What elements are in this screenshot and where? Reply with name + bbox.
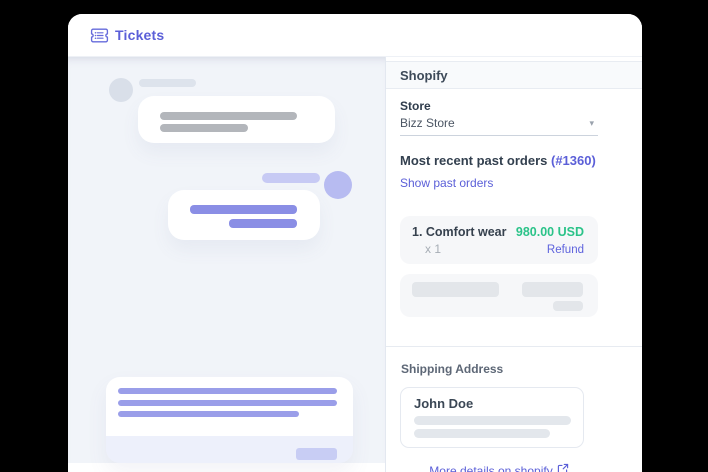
skeleton-line xyxy=(160,124,248,132)
store-select[interactable]: Bizz Store ▾ xyxy=(400,116,598,136)
chat-pane xyxy=(68,57,385,472)
skeleton-bar xyxy=(522,282,583,297)
customer-avatar xyxy=(109,78,133,102)
store-label: Store xyxy=(400,99,431,113)
tickets-tab-label[interactable]: Tickets xyxy=(115,27,165,43)
skeleton-customer-name xyxy=(139,79,196,87)
chat-surface xyxy=(68,57,385,463)
shipping-address-card: John Doe xyxy=(400,387,584,448)
skeleton-line xyxy=(118,388,337,394)
show-past-orders-link[interactable]: Show past orders xyxy=(400,176,494,190)
shipping-address-heading: Shipping Address xyxy=(401,362,504,376)
skeleton-bar xyxy=(553,301,583,311)
send-button-placeholder xyxy=(296,448,337,460)
skeleton-line xyxy=(118,411,299,417)
skeleton-line xyxy=(190,205,297,214)
skeleton-address-line xyxy=(414,416,571,425)
order-item-skeleton-card xyxy=(400,274,598,317)
composer-toolbar xyxy=(106,436,353,463)
skeleton-agent-name xyxy=(262,173,320,183)
shopify-panel: Shopify Store Bizz Store ▾ Most recent p… xyxy=(385,57,642,472)
order-number: (#1360) xyxy=(551,153,596,168)
external-link-icon xyxy=(557,463,569,472)
incoming-message-bubble xyxy=(138,96,335,143)
section-divider xyxy=(386,346,642,347)
ticket-icon xyxy=(90,26,109,45)
skeleton-line xyxy=(229,219,297,228)
skeleton-line xyxy=(118,400,337,406)
skeleton-bar xyxy=(412,282,499,297)
store-select-value: Bizz Store xyxy=(400,116,455,130)
reply-composer xyxy=(106,377,353,463)
order-item-card[interactable]: 1. Comfort wear 980.00 USD x 1 Refund xyxy=(400,216,598,264)
shopify-panel-title: Shopify xyxy=(386,61,642,89)
skeleton-line xyxy=(160,112,297,120)
shipping-name: John Doe xyxy=(414,396,474,411)
app-header: Tickets xyxy=(68,14,642,57)
recent-orders-heading: Most recent past orders (#1360) xyxy=(400,153,596,168)
order-item-price: 980.00 USD xyxy=(515,225,584,239)
order-item-quantity: x 1 xyxy=(425,242,442,256)
app-window: Tickets xyxy=(68,14,642,472)
more-details-link[interactable]: More details on shopify xyxy=(429,463,568,472)
chevron-down-icon: ▾ xyxy=(589,117,594,128)
order-item-name: 1. Comfort wear xyxy=(412,225,507,239)
composer-text-area xyxy=(106,377,353,436)
outgoing-message-bubble xyxy=(168,190,320,240)
skeleton-address-line xyxy=(414,429,550,438)
agent-avatar xyxy=(324,171,352,199)
refund-link[interactable]: Refund xyxy=(546,244,584,256)
